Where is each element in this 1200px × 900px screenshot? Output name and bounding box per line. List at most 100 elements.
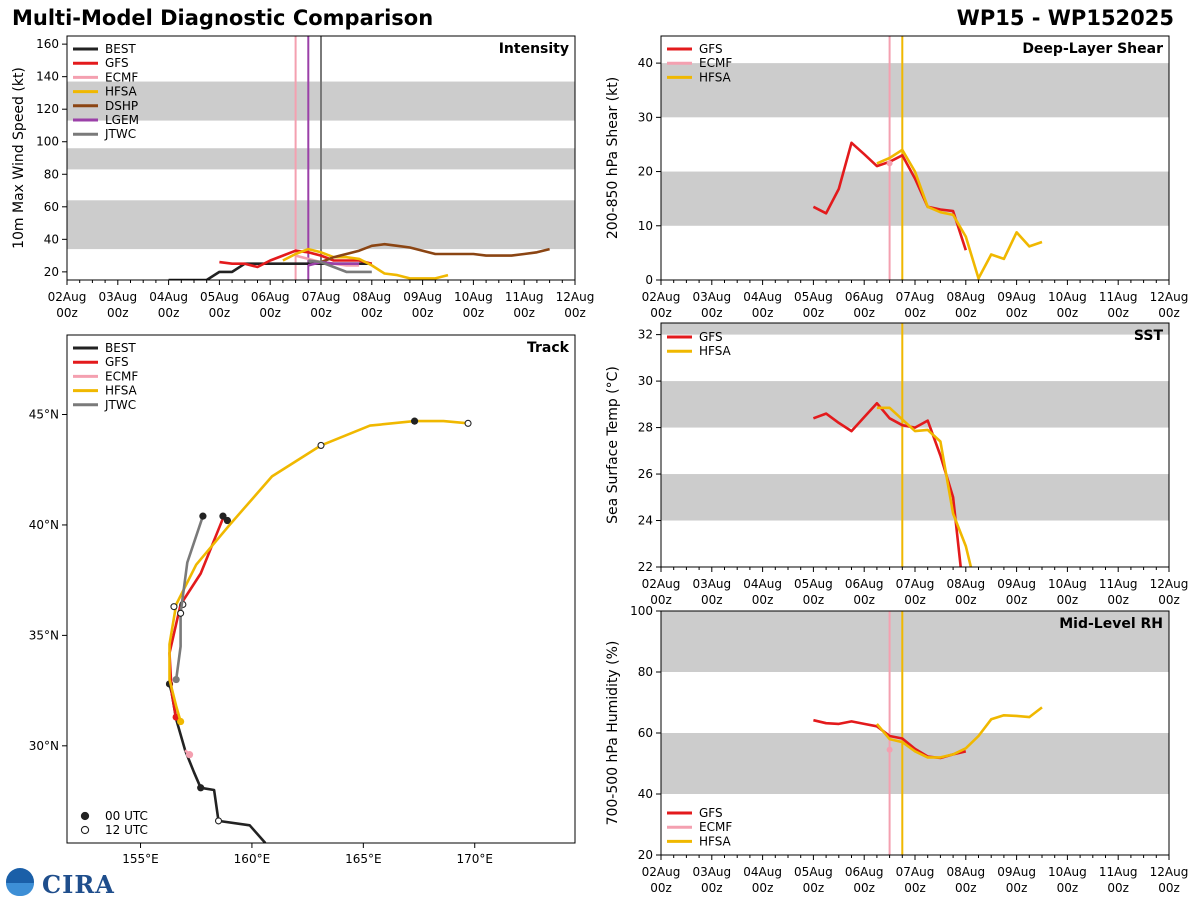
rh-ytick-label: 100 (630, 604, 653, 618)
rh-xtick-label: 05Aug (794, 865, 833, 879)
rh-xtick-label: 12Aug (1150, 865, 1189, 879)
track-marker-best (197, 784, 205, 792)
rh-series-hfsa (875, 706, 1043, 759)
sst-xtick-sublabel: 00z (803, 593, 825, 607)
shear-xtick-sublabel: 00z (904, 306, 926, 320)
logo-text: CIRA (42, 870, 115, 899)
sst-ytick-label: 28 (638, 421, 653, 435)
shear-ytick-label: 40 (638, 56, 653, 70)
shear-ytick-label: 10 (638, 219, 653, 233)
sst-panel: 22 24 26 28 30 32 02Aug 00z 03Aug 00z 04Aug 00z 05Au… (605, 322, 1189, 607)
storm-id-title: WP15 - WP152025 (956, 6, 1174, 30)
sst-band (661, 323, 1169, 335)
intensity-xtick-label: 11Aug (505, 290, 544, 304)
rh-ytick-label: 60 (638, 726, 653, 740)
shear-plot-area (661, 36, 1169, 280)
track-marker-gfs (219, 512, 227, 520)
sst-xtick-sublabel: 00z (752, 593, 774, 607)
track-title: Track (527, 340, 570, 356)
intensity-xtick-label: 12Aug (556, 290, 595, 304)
sst-xtick-label: 08Aug (946, 577, 985, 591)
shear-title: Deep-Layer Shear (1022, 41, 1163, 57)
sst-title: SST (1134, 328, 1164, 344)
intensity-xtick-label: 10Aug (454, 290, 493, 304)
page-title: Multi-Model Diagnostic Comparison (12, 6, 434, 30)
track-marker-legend-dot (80, 825, 90, 835)
track-marker-legend-label: 12 UTC (105, 823, 148, 837)
sst-xtick-sublabel: 00z (650, 593, 672, 607)
rh-plot-area (661, 611, 1169, 855)
sst-xtick-label: 07Aug (896, 577, 935, 591)
rh-xtick-sublabel: 00z (955, 881, 977, 895)
intensity-xtick-sublabel: 00z (463, 306, 485, 320)
cira-logo: CIRA (4, 866, 115, 899)
sst-xtick-sublabel: 00z (1107, 593, 1129, 607)
rh-band (661, 611, 1169, 672)
shear-xtick-label: 05Aug (794, 290, 833, 304)
intensity-xtick-sublabel: 00z (158, 306, 180, 320)
intensity-xtick-sublabel: 00z (310, 306, 332, 320)
intensity-legend-label-best: BEST (105, 42, 136, 56)
shear-xtick-sublabel: 00z (803, 306, 825, 320)
sst-xtick-label: 02Aug (642, 577, 681, 591)
track-xtick-label: 160°E (234, 852, 271, 866)
shear-xtick-sublabel: 00z (650, 306, 672, 320)
rh-ytick-label: 80 (638, 665, 653, 679)
intensity-ytick-label: 40 (44, 232, 59, 246)
sst-ytick-label: 30 (638, 374, 653, 388)
track-panel: 30°N 35°N 40°N 45°N 155°E 160°E 165°E 170°E Trac… (29, 334, 576, 866)
shear-band (661, 63, 1169, 118)
sst-ytick-label: 32 (638, 328, 653, 342)
sst-band (661, 381, 1169, 428)
intensity-legend-label-jtwc: JTWC (104, 127, 136, 141)
shear-xtick-sublabel: 00z (752, 306, 774, 320)
intensity-xtick-label: 05Aug (200, 290, 239, 304)
rh-legend-label-gfs: GFS (699, 806, 723, 820)
intensity-xtick-sublabel: 00z (361, 306, 383, 320)
intensity-xtick-label: 06Aug (251, 290, 290, 304)
sst-xtick-label: 10Aug (1048, 577, 1087, 591)
intensity-series-hfsa (282, 247, 449, 280)
sst-ylabel: Sea Surface Temp (°C) (605, 366, 621, 524)
track-marker-legend-dot (80, 811, 90, 821)
sst-xtick-sublabel: 00z (1057, 593, 1079, 607)
intensity-legend-label-hfsa: HFSA (105, 85, 138, 99)
intensity-series-lgem (307, 260, 360, 267)
shear-xtick-label: 08Aug (946, 290, 985, 304)
track-marker-jtwc (177, 609, 185, 617)
intensity-xtick-sublabel: 00z (107, 306, 129, 320)
sst-frame (660, 322, 1170, 568)
track-marker-ecmf (185, 751, 194, 759)
shear-xtick-sublabel: 00z (701, 306, 723, 320)
sst-xtick-label: 03Aug (692, 577, 731, 591)
shear-xtick-label: 02Aug (642, 290, 681, 304)
sst-xtick-label: 12Aug (1150, 577, 1189, 591)
track-marker-hfsa (464, 419, 472, 427)
shear-ylabel: 200-850 hPa Shear (kt) (605, 77, 621, 239)
intensity-xtick-label: 09Aug (403, 290, 442, 304)
sst-xtick-sublabel: 00z (853, 593, 875, 607)
track-marker-legend-label: 00 UTC (105, 809, 148, 823)
shear-legend-label-hfsa: HFSA (699, 70, 732, 84)
shear-xtick-label: 12Aug (1150, 290, 1189, 304)
rh-xtick-sublabel: 00z (1107, 881, 1129, 895)
track-series-gfs (168, 516, 228, 720)
sst-ytick-label: 26 (638, 467, 653, 481)
rh-xtick-label: 04Aug (743, 865, 782, 879)
shear-xtick-label: 11Aug (1099, 290, 1138, 304)
track-marker-gfs (223, 516, 232, 525)
rh-xtick-sublabel: 00z (752, 881, 774, 895)
track-marker-hfsa (317, 441, 325, 449)
sst-series-gfs (812, 401, 962, 567)
track-marker-jtwc (170, 603, 178, 611)
sst-ytick-label: 24 (638, 514, 653, 528)
intensity-series-jtwc (308, 259, 372, 274)
intensity-title: Intensity (499, 41, 569, 57)
shear-xtick-label: 09Aug (997, 290, 1036, 304)
shear-xtick-label: 03Aug (692, 290, 731, 304)
track-legend-label-best: BEST (105, 341, 136, 355)
track-marker-jtwc (199, 512, 207, 520)
intensity-xtick-label: 02Aug (48, 290, 87, 304)
track-legend-label-hfsa: HFSA (105, 384, 138, 398)
intensity-xtick-sublabel: 00z (513, 306, 535, 320)
